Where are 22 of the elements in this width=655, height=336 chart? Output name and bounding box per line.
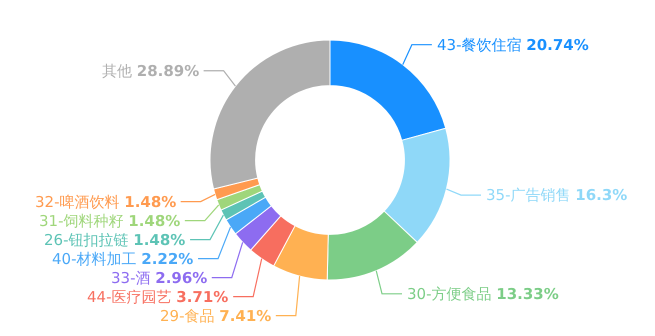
slice-label: 44-医疗园艺 [87,288,172,306]
slice-label: 32-啤酒饮料 [35,193,120,211]
slice-label: 26-钮扣拉链 [44,231,128,249]
slice-label: 35-广告销售 [486,186,570,204]
data-label: 1.48% [133,231,186,249]
data-label: 3.71% [176,288,228,306]
slice-label: 33-酒 [111,269,150,287]
slice-label: 31-饲料种籽 [39,212,124,230]
data-label: 2.96% [155,269,208,287]
data-label: 20.74% [526,36,589,54]
slice-label: 29-食品 [160,307,214,325]
data-label: 2.22% [141,250,194,268]
slice-label: 40-材料加工 [52,250,136,268]
data-label: 1.48% [124,193,176,211]
data-label: 7.41% [219,307,272,325]
slice-label: 其他 [102,62,132,80]
data-label: 13.33% [496,285,559,303]
slice-label: 30-方便食品 [407,285,492,303]
data-label: 1.48% [128,212,180,230]
slice-label: 43-餐饮住宿 [437,36,522,54]
data-label: 28.89% [136,62,200,80]
data-label: 16.3% [575,186,628,204]
